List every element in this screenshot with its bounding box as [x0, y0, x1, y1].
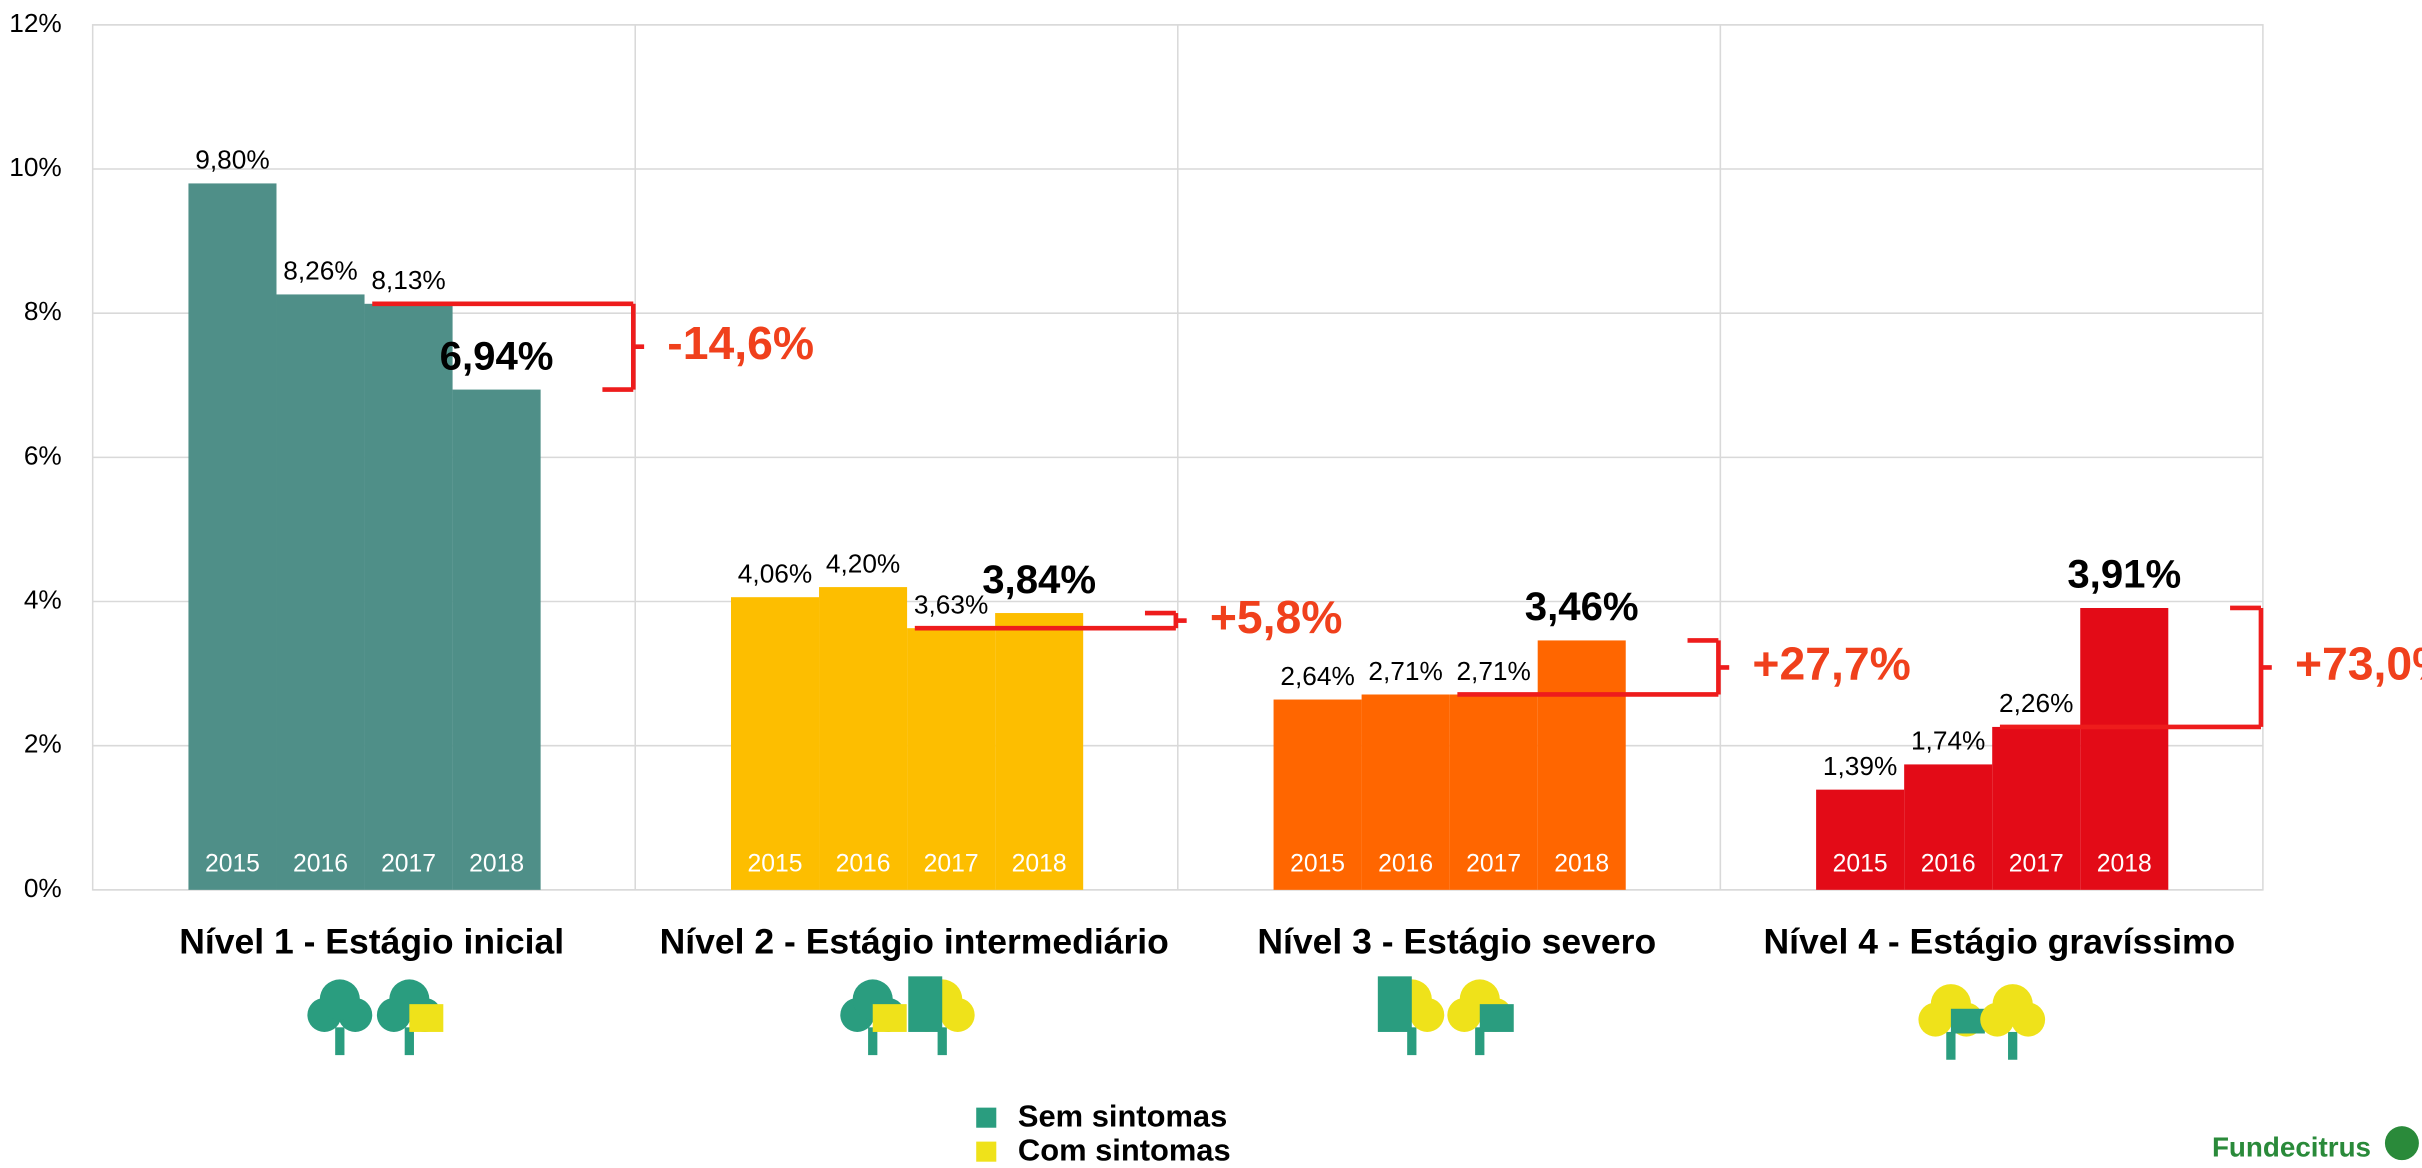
legend-swatch	[976, 1141, 997, 1162]
category-label: Nível 4 - Estágio gravíssimo	[1763, 921, 2235, 961]
legend-swatch	[976, 1107, 997, 1128]
year-label: 2015	[748, 851, 803, 878]
value-label: 2,71%	[1368, 656, 1442, 686]
year-label: 2017	[2009, 851, 2064, 878]
category-label: Nível 2 - Estágio intermediário	[660, 921, 1169, 961]
value-label: 4,06%	[738, 558, 812, 588]
plot-frame	[91, 24, 2264, 891]
value-label-highlight: 3,46%	[1525, 584, 1639, 629]
y-tick-label: 12%	[9, 8, 62, 38]
bar	[452, 389, 541, 890]
year-label: 2016	[836, 851, 891, 878]
year-label: 2017	[924, 851, 979, 878]
bar	[819, 587, 908, 890]
value-label: 2,64%	[1280, 661, 1354, 691]
y-tick-label: 4%	[24, 584, 62, 614]
year-label: 2018	[1012, 851, 1067, 878]
value-label: 4,20%	[826, 548, 900, 578]
category-label: Nível 3 - Estágio severo	[1257, 921, 1656, 961]
year-label: 2018	[1554, 851, 1609, 878]
bar	[1273, 699, 1362, 890]
y-tick-label: 10%	[9, 152, 62, 182]
logo-icon	[2384, 1126, 2419, 1161]
year-label: 2018	[469, 851, 524, 878]
value-label: 3,63%	[914, 589, 988, 619]
legend-label: Sem sintomas	[1018, 1099, 1227, 1134]
bar	[731, 597, 820, 890]
category-label: Nível 1 - Estágio inicial	[179, 921, 564, 961]
change-annotation: +73,0%	[2295, 638, 2422, 690]
bar	[1816, 789, 1905, 890]
year-label: 2017	[1466, 851, 1521, 878]
value-label: 8,13%	[371, 265, 445, 295]
value-label-highlight: 3,91%	[2067, 552, 2181, 597]
change-annotation: +5,8%	[1210, 591, 1343, 643]
bar	[364, 303, 453, 890]
year-label: 2016	[1921, 851, 1976, 878]
bar	[1904, 764, 1993, 890]
year-label: 2015	[1290, 851, 1345, 878]
bar	[1537, 640, 1626, 890]
y-tick-label: 6%	[24, 440, 62, 470]
year-label: 2018	[2097, 851, 2152, 878]
value-label: 9,80%	[195, 145, 269, 175]
year-label: 2015	[205, 851, 260, 878]
y-tick-label: 0%	[24, 873, 62, 903]
bar	[276, 294, 365, 890]
year-label: 2017	[381, 851, 436, 878]
value-label-highlight: 6,94%	[440, 333, 554, 378]
value-label: 8,26%	[283, 256, 357, 286]
year-label: 2016	[293, 851, 348, 878]
value-label-highlight: 3,84%	[982, 557, 1096, 602]
legend-label: Com sintomas	[1018, 1133, 1231, 1168]
bar	[188, 183, 277, 890]
bar	[1992, 726, 2081, 890]
bar	[907, 628, 996, 890]
value-label: 1,39%	[1823, 751, 1897, 781]
value-label: 2,71%	[1456, 656, 1530, 686]
bar	[995, 613, 1084, 890]
value-label: 1,74%	[1911, 726, 1985, 756]
tree-icons	[307, 976, 2046, 1060]
y-tick-label: 8%	[24, 296, 62, 326]
change-annotation: +27,7%	[1752, 638, 1910, 690]
year-label: 2016	[1378, 851, 1433, 878]
logo: Fundecitrus	[2212, 1132, 2371, 1163]
bar	[2080, 607, 2169, 890]
y-tick-label: 2%	[24, 729, 62, 759]
bar	[1361, 694, 1450, 890]
change-annotation: -14,6%	[667, 317, 814, 369]
bar	[1449, 694, 1538, 890]
value-label: 2,26%	[1999, 688, 2073, 718]
year-label: 2015	[1833, 851, 1888, 878]
